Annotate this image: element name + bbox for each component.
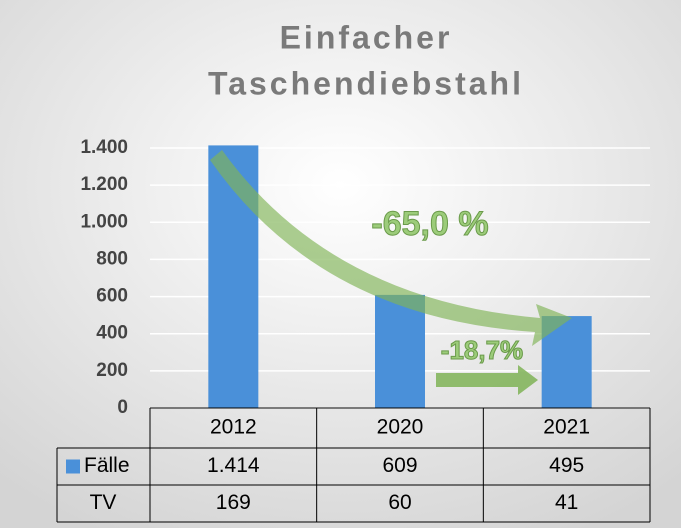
y-tick-label: 1.000 bbox=[80, 211, 128, 232]
y-tick-label: 0 bbox=[117, 397, 128, 418]
chart-title: Einfacher bbox=[280, 19, 453, 55]
legend-swatch bbox=[66, 459, 80, 474]
annotation: -65,0 % bbox=[371, 205, 488, 243]
x-tick-label: 2020 bbox=[377, 416, 424, 439]
trend-arrow bbox=[436, 365, 538, 395]
table-cell: 609 bbox=[382, 454, 417, 477]
table-cell: 41 bbox=[555, 491, 578, 514]
row-label: TV bbox=[90, 491, 117, 514]
x-tick-label: 2021 bbox=[543, 416, 590, 439]
y-tick-label: 800 bbox=[96, 248, 128, 269]
table-cell: 60 bbox=[388, 491, 411, 514]
x-tick-label: 2012 bbox=[210, 416, 257, 439]
bar bbox=[375, 294, 425, 408]
y-tick-label: 1.200 bbox=[80, 174, 128, 195]
y-tick-label: 200 bbox=[96, 360, 128, 381]
table-cell: 495 bbox=[549, 454, 584, 477]
y-tick-label: 600 bbox=[96, 286, 128, 307]
chart-title: Taschendiebstahl bbox=[208, 65, 524, 101]
legend-label: Fälle bbox=[84, 454, 130, 477]
table-cell: 169 bbox=[216, 491, 251, 514]
trend-arrow bbox=[210, 150, 572, 346]
y-tick-label: 1.400 bbox=[80, 137, 128, 158]
table-cell: 1.414 bbox=[207, 454, 260, 477]
y-tick-label: 400 bbox=[96, 323, 128, 344]
annotation: -18,7% bbox=[441, 335, 523, 365]
